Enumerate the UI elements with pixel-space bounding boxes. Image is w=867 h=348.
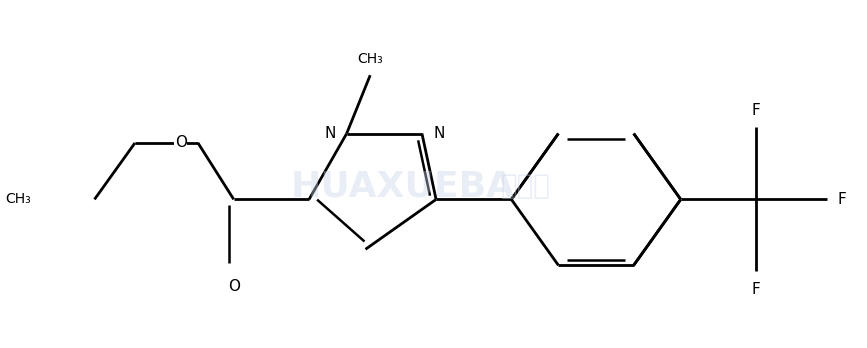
Text: O: O xyxy=(175,135,186,150)
Text: CH₃: CH₃ xyxy=(6,192,31,206)
Text: HUAXUEBA: HUAXUEBA xyxy=(291,169,515,203)
Text: F: F xyxy=(838,192,846,207)
Text: F: F xyxy=(752,282,760,297)
Text: O: O xyxy=(228,279,240,294)
Text: F: F xyxy=(752,103,760,118)
Text: N: N xyxy=(324,126,336,141)
Text: N: N xyxy=(434,126,445,141)
Text: CH₃: CH₃ xyxy=(357,52,383,66)
Text: 化学加: 化学加 xyxy=(500,172,551,200)
